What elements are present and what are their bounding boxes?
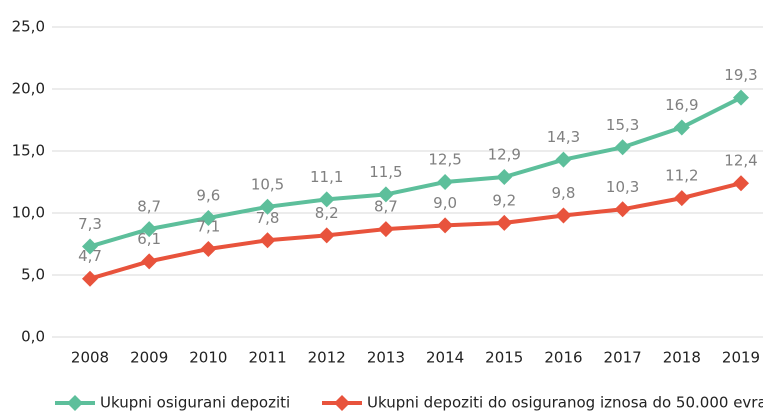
y-tick-label: 20,0 [12, 80, 45, 98]
data-label: 7,1 [196, 217, 220, 235]
data-label: 15,3 [606, 116, 639, 134]
x-tick-label: 2010 [189, 349, 227, 367]
data-label: 19,3 [724, 66, 757, 84]
data-label: 9,8 [552, 184, 576, 202]
data-label: 4,7 [78, 247, 102, 265]
data-point [200, 209, 217, 226]
y-tick-label: 15,0 [12, 142, 45, 160]
x-tick-label: 2019 [722, 349, 760, 367]
data-label: 8,7 [137, 198, 161, 216]
data-label: 6,1 [137, 230, 161, 248]
legend-label: Ukupni osigurani depoziti [100, 394, 290, 412]
data-point [200, 240, 217, 257]
data-point [733, 175, 749, 192]
x-tick-label: 2012 [308, 349, 346, 367]
data-point [437, 217, 454, 234]
x-tick-label: 2017 [604, 349, 642, 367]
data-point [437, 174, 454, 190]
data-label: 9,6 [196, 186, 220, 204]
data-point [82, 238, 98, 255]
x-tick-label: 2014 [426, 349, 464, 367]
data-label: 9,0 [433, 194, 457, 212]
y-tick-label: 10,0 [12, 204, 45, 222]
legend-marker [67, 395, 83, 411]
data-point [673, 119, 690, 136]
data-label: 9,2 [492, 191, 516, 209]
data-label: 7,8 [256, 209, 280, 227]
x-tick-label: 2016 [544, 349, 582, 367]
data-point [377, 221, 394, 238]
series-line [89, 181, 742, 281]
x-tick-label: 2015 [485, 349, 523, 367]
y-tick-label: 5,0 [21, 266, 45, 284]
data-label: 11,1 [310, 168, 343, 186]
data-point [141, 221, 158, 238]
data-label: 12,9 [488, 146, 521, 164]
data-label: 12,4 [724, 152, 757, 170]
data-label: 11,5 [369, 163, 402, 181]
data-label: 10,3 [606, 178, 639, 196]
data-point [496, 169, 513, 186]
y-tick-label: 0,0 [21, 328, 45, 346]
data-point [733, 89, 749, 106]
data-point [496, 214, 513, 231]
y-tick-label: 25,0 [12, 18, 45, 36]
legend-label: Ukupni depoziti do osiguranog iznosa do … [367, 394, 763, 412]
data-label: 12,5 [428, 151, 461, 169]
x-tick-label: 2011 [248, 349, 286, 367]
data-point [673, 190, 690, 207]
data-point [555, 151, 572, 168]
data-label: 8,7 [374, 198, 398, 216]
data-point [259, 198, 276, 215]
x-tick-label: 2008 [71, 349, 109, 367]
data-point [259, 232, 276, 249]
data-point [82, 270, 98, 287]
x-tick-label: 2013 [367, 349, 405, 367]
x-tick-label: 2018 [663, 349, 701, 367]
data-point [318, 227, 335, 244]
legend-marker [334, 395, 350, 411]
data-point [555, 207, 572, 224]
data-label: 16,9 [665, 96, 698, 114]
data-label: 7,3 [78, 215, 102, 233]
data-point [318, 191, 335, 208]
x-tick-label: 2009 [130, 349, 168, 367]
data-point [377, 186, 394, 203]
data-label: 14,3 [547, 128, 580, 146]
series-line [89, 95, 742, 249]
data-point [141, 253, 158, 270]
data-point [614, 139, 631, 156]
data-label: 10,5 [251, 175, 284, 193]
data-label: 11,2 [665, 167, 698, 185]
data-label: 8,2 [315, 204, 339, 222]
data-point [614, 201, 631, 218]
